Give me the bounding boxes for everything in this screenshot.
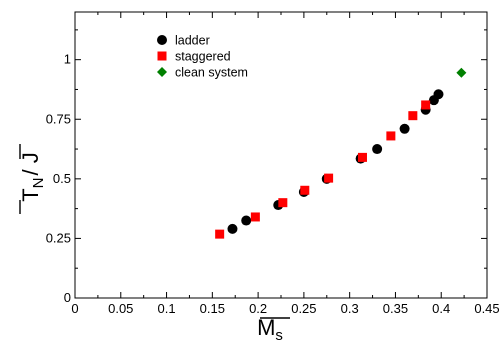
y-axis-ticks: 0 0.25 0.5 0.75 1 (46, 29, 487, 305)
ladder-point (241, 215, 252, 226)
x-axis-ticks: 0 0.05 0.1 0.15 0.2 0.25 0.3 0.35 0.4 0.45 (71, 12, 500, 316)
x-tick-label: 0.35 (383, 301, 408, 316)
staggered-point (421, 100, 431, 110)
legend-label-clean-system: clean system (175, 66, 248, 80)
y-tick-label: 0.5 (53, 171, 71, 186)
x-tick-label: 0.4 (432, 301, 450, 316)
x-axis-title-sub: s (275, 327, 283, 344)
x-tick-label: 0.3 (341, 301, 359, 316)
staggered-point (386, 131, 396, 141)
x-axis-title: Ms (257, 315, 290, 344)
ladder-point (372, 144, 383, 155)
x-tick-label: 0.25 (291, 301, 316, 316)
staggered-point (278, 198, 288, 208)
legend-marker-staggered (157, 51, 167, 61)
ladder-point (227, 223, 238, 234)
y-tick-label: 1 (64, 52, 71, 67)
legend-label-ladder: ladder (175, 34, 210, 48)
staggered-point (357, 152, 367, 162)
y-tick-label: 0.25 (46, 230, 71, 245)
y-tick-label: 0 (64, 290, 71, 305)
legend-marker-clean-system (157, 67, 167, 77)
staggered-point (300, 185, 310, 195)
plot-frame (74, 11, 488, 299)
x-tick-label: 0.15 (200, 301, 225, 316)
data-points (215, 67, 467, 239)
x-tick-label: 0.2 (249, 301, 267, 316)
y-axis-title-part2: / J (18, 152, 43, 175)
svg-text:TN/ J: TN / J (18, 152, 47, 202)
x-tick-label: 0.45 (474, 301, 499, 316)
svg-text:Ms: Ms (257, 315, 283, 344)
legend-label-staggered: staggered (175, 50, 231, 64)
legend: ladder staggered clean system (157, 34, 248, 80)
staggered-point (215, 229, 225, 239)
y-tick-label: 0.75 (46, 111, 71, 126)
plot-border (74, 11, 488, 299)
x-tick-label: 0 (71, 301, 78, 316)
x-tick-label: 0.1 (158, 301, 176, 316)
y-axis-title-part1: T (18, 188, 43, 201)
x-axis-title-main: M (257, 315, 275, 340)
y-axis-title: TN / J (18, 144, 47, 214)
staggered-point (408, 111, 418, 121)
legend-marker-ladder (157, 35, 167, 45)
clean-system-point (456, 67, 467, 78)
ladder-point (433, 89, 444, 100)
staggered-point (324, 173, 334, 183)
y-axis-title-sub: N (30, 177, 47, 188)
x-tick-label: 0.05 (108, 301, 133, 316)
ladder-point (399, 123, 410, 134)
staggered-point (250, 212, 260, 222)
